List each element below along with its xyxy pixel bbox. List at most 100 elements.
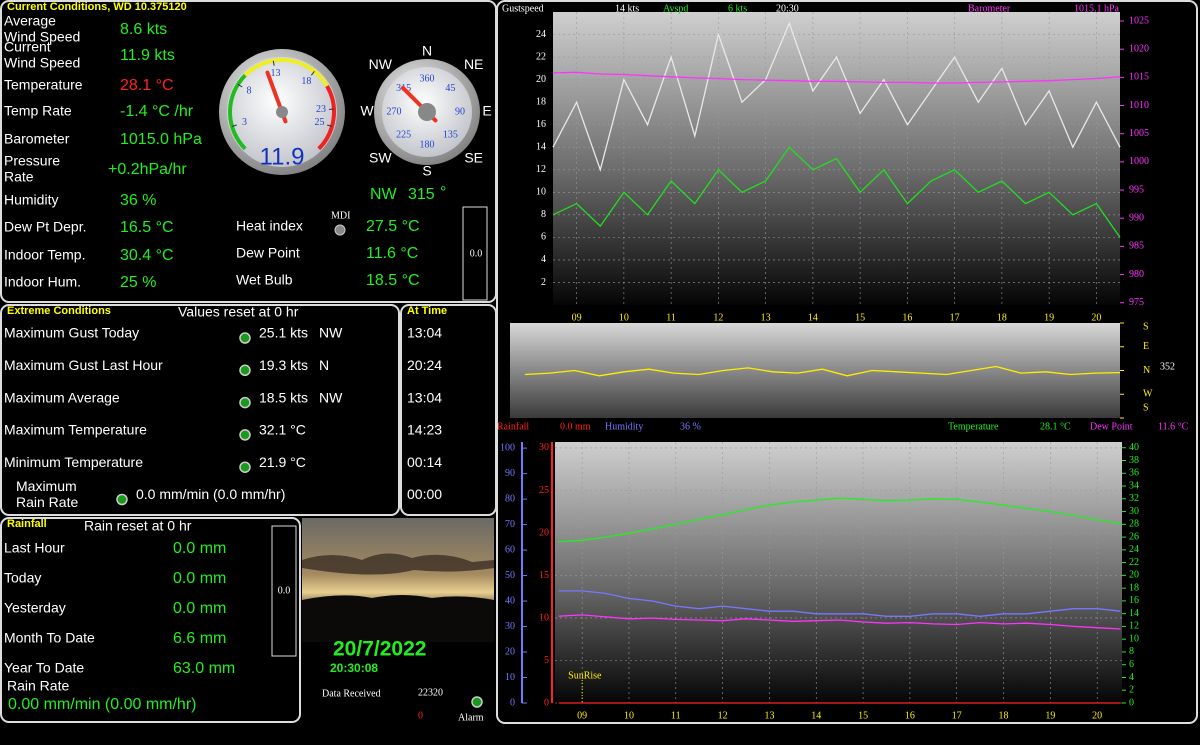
y2-tick-label: 1000 <box>1129 156 1149 167</box>
y2-tick-label: 985 <box>1129 241 1144 252</box>
gauge-tick-label: 23 <box>316 104 326 115</box>
row-label: Average <box>4 13 56 29</box>
panel-title: Rainfall <box>7 518 47 530</box>
row-value: 0.0 mm/min (0.0 mm/hr) <box>136 486 285 502</box>
y3-tick-label: 12 <box>1129 621 1139 632</box>
gauge-readout: 11.9 <box>260 143 305 170</box>
panel-title: At Time <box>407 305 447 317</box>
row-value: 1015.0 hPa <box>120 131 202 148</box>
compass-point: SW <box>369 149 392 165</box>
y-tick-label: 30 <box>505 621 515 632</box>
y-tick-label: E <box>1143 341 1149 352</box>
row-label: Rain Rate <box>7 678 69 694</box>
chart-header: 14 kts <box>615 3 639 14</box>
compass-degree: 135 <box>443 130 458 141</box>
row-time: 14:23 <box>407 422 442 438</box>
row-value: +0.2hPa/hr <box>108 161 187 178</box>
y3-tick-label: 20 <box>1129 570 1139 581</box>
chart-header: Gustspeed <box>502 3 544 14</box>
gauge-tick <box>327 124 333 127</box>
y3-tick-label: 22 <box>1129 557 1139 568</box>
row-value: 16.5 °C <box>120 219 174 236</box>
graph-panel <box>496 0 1198 724</box>
compass-degree: 225 <box>396 130 411 141</box>
row-value: 32.1 °C <box>259 422 306 438</box>
y2-tick-label: 15 <box>539 570 549 581</box>
compass-point: NW <box>369 56 393 72</box>
gauge-tick <box>231 124 237 127</box>
x-tick-label: 20 <box>1092 710 1102 721</box>
row-label: Maximum Gust Today <box>4 325 139 341</box>
y-tick-label: N <box>1143 365 1150 376</box>
chart-header: 1015.1 hPa <box>1074 3 1120 14</box>
row-value: 8.6 kts <box>120 21 167 38</box>
y3-tick-label: 40 <box>1129 442 1139 453</box>
chart-header: 20:30 <box>776 3 799 14</box>
error-count: 0 <box>418 710 423 721</box>
row-value: 0.0 mm <box>173 600 226 617</box>
y-tick-label: 10 <box>505 672 515 683</box>
row-value: 0.0 mm <box>173 540 226 557</box>
row-value: 11.6 °C <box>366 245 418 262</box>
x-tick-label: 19 <box>1045 710 1055 721</box>
series-line <box>552 146 1121 238</box>
y-tick-label: 40 <box>505 595 515 606</box>
y2-tick-label: 25 <box>539 485 549 496</box>
y-tick-label: 0 <box>510 697 515 708</box>
gauge-hub <box>276 106 288 118</box>
x-tick-label: 18 <box>999 710 1009 721</box>
status-led <box>239 461 251 473</box>
compass-point: N <box>422 43 432 59</box>
gauge-tick-label: 18 <box>301 76 311 87</box>
row-value: 0.00 mm/min (0.00 mm/hr) <box>8 696 196 713</box>
y2-tick-label: 20 <box>539 527 549 538</box>
x-tick-label: 13 <box>761 312 771 323</box>
received-count: 22320 <box>418 687 443 698</box>
x-tick-label: 15 <box>855 312 865 323</box>
y-tick-label: 6 <box>541 232 546 243</box>
legend-entry: Temperature <box>948 421 999 432</box>
mdi-box <box>462 206 488 301</box>
x-tick-label: 09 <box>577 710 587 721</box>
time: 20:30:08 <box>330 661 378 675</box>
row-value: 63.0 mm <box>173 660 235 677</box>
y-tick-label: 16 <box>536 119 546 130</box>
series-line <box>524 365 1121 377</box>
y-tick-label: 8 <box>541 209 546 220</box>
status-led <box>116 493 128 506</box>
legend-entry: 36 % <box>680 421 701 432</box>
y-tick-label: 14 <box>536 142 546 153</box>
y2-tick-label: 1015 <box>1129 72 1149 83</box>
legend-entry: 0.0 mm <box>560 421 591 432</box>
row-value: 25 % <box>120 274 156 291</box>
series-line <box>558 590 1121 617</box>
y3-tick-label: 8 <box>1129 646 1134 657</box>
row-value: 11.9 kts <box>120 47 175 64</box>
y2-tick-label: 975 <box>1129 297 1144 308</box>
y2-tick-label: 1025 <box>1129 15 1149 26</box>
row-label: Maximum Temperature <box>4 422 147 438</box>
compass-degree: 180 <box>420 139 435 150</box>
y-tick-label: 10 <box>536 187 546 198</box>
y3-tick-label: 18 <box>1129 582 1139 593</box>
alarm-label: Alarm <box>458 712 484 723</box>
row-label: Yesterday <box>4 600 66 616</box>
compass-point: S <box>422 163 431 179</box>
date: 20/7/2022 <box>333 638 426 661</box>
y2-tick-label: 30 <box>539 442 549 453</box>
row-value: 21.9 °C <box>259 454 306 470</box>
y-tick-label: 18 <box>536 96 546 107</box>
y3-tick-label: 4 <box>1129 672 1134 683</box>
row-value: 28.1 °C <box>120 77 174 94</box>
y-tick-label: 70 <box>505 519 515 530</box>
row-value: 0.0 mm <box>173 570 226 587</box>
y3-tick-label: 2 <box>1129 685 1134 696</box>
y3-tick-label: 32 <box>1129 493 1139 504</box>
y-tick-label: 80 <box>505 493 515 504</box>
row-label: Rain Rate <box>16 494 78 510</box>
series-line <box>558 614 1121 630</box>
y3-tick-label: 36 <box>1129 468 1139 479</box>
gauge-tick <box>237 83 243 88</box>
legend-entry: Rainfall <box>497 421 529 432</box>
